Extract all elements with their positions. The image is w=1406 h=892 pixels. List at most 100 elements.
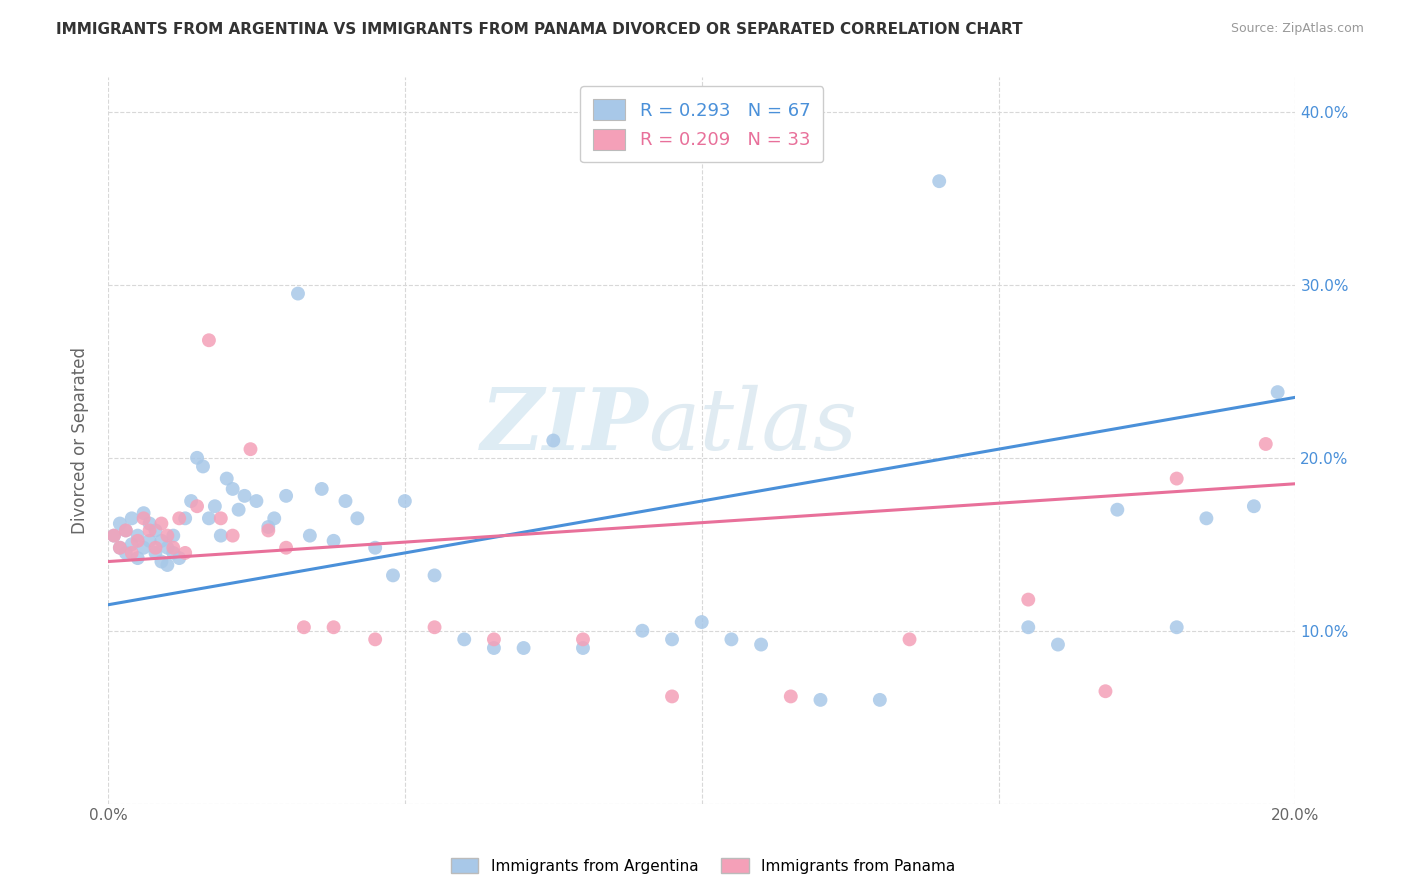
Point [145,524,167,538]
Point [162,541,184,555]
Point [121,546,143,560]
Point [311,482,333,496]
Point [215,472,238,486]
Point [162,528,184,542]
Point [257,524,280,538]
Point [228,502,250,516]
Point [1107,502,1129,516]
Point [543,434,565,448]
Point [482,632,505,647]
Text: atlas: atlas [648,384,858,467]
Text: ZIP: ZIP [481,384,648,467]
Point [631,624,654,638]
Point [233,489,256,503]
Point [263,511,285,525]
Point [127,533,149,548]
Text: IMMIGRANTS FROM ARGENTINA VS IMMIGRANTS FROM PANAMA DIVORCED OR SEPARATED CORREL: IMMIGRANTS FROM ARGENTINA VS IMMIGRANTS … [56,22,1024,37]
Point [382,568,405,582]
Legend: Immigrants from Argentina, Immigrants from Panama: Immigrants from Argentina, Immigrants fr… [444,852,962,880]
Point [127,528,149,542]
Point [287,286,309,301]
Point [209,511,232,525]
Point [810,693,832,707]
Point [221,482,243,496]
Point [245,494,267,508]
Point [1166,620,1188,634]
Point [186,450,208,465]
Point [150,533,173,548]
Point [108,516,131,531]
Point [346,511,368,525]
Point [322,533,344,548]
Point [239,442,262,457]
Point [221,528,243,542]
Point [394,494,416,508]
Point [274,541,297,555]
Point [869,693,891,707]
Point [1046,638,1069,652]
Point [150,555,173,569]
Point [661,690,683,704]
Text: Source: ZipAtlas.com: Source: ZipAtlas.com [1230,22,1364,36]
Point [322,620,344,634]
Point [1166,472,1188,486]
Point [335,494,357,508]
Point [180,494,202,508]
Point [132,511,155,525]
Point [156,528,179,542]
Point [198,333,221,347]
Point [114,524,136,538]
Point [423,620,446,634]
Point [132,506,155,520]
Point [274,489,297,503]
Point [204,500,226,514]
Point [423,568,446,582]
Point [572,640,595,655]
Point [138,533,160,548]
Y-axis label: Divorced or Separated: Divorced or Separated [72,347,89,534]
Point [186,500,208,514]
Point [174,546,197,560]
Point [167,511,190,525]
Point [1267,385,1289,400]
Point [145,541,167,555]
Point [114,546,136,560]
Point [364,632,387,647]
Legend: R = 0.293   N = 67, R = 0.209   N = 33: R = 0.293 N = 67, R = 0.209 N = 33 [581,87,823,162]
Point [103,528,125,542]
Point [779,690,801,704]
Point [292,620,315,634]
Point [257,520,280,534]
Point [209,528,232,542]
Point [114,524,136,538]
Point [132,541,155,555]
Point [150,516,173,531]
Point [145,546,167,560]
Point [364,541,387,555]
Point [749,638,772,652]
Point [720,632,742,647]
Point [661,632,683,647]
Point [298,528,321,542]
Point [138,524,160,538]
Point [572,632,595,647]
Point [108,541,131,555]
Point [1243,500,1265,514]
Point [1195,511,1218,525]
Point [928,174,950,188]
Point [1254,437,1277,451]
Point [1017,592,1039,607]
Point [162,546,184,560]
Point [191,459,214,474]
Point [198,511,221,525]
Point [103,528,125,542]
Point [167,551,190,566]
Point [121,537,143,551]
Point [156,558,179,572]
Point [127,551,149,566]
Point [482,640,505,655]
Point [1094,684,1116,698]
Point [121,511,143,525]
Point [898,632,921,647]
Point [138,516,160,531]
